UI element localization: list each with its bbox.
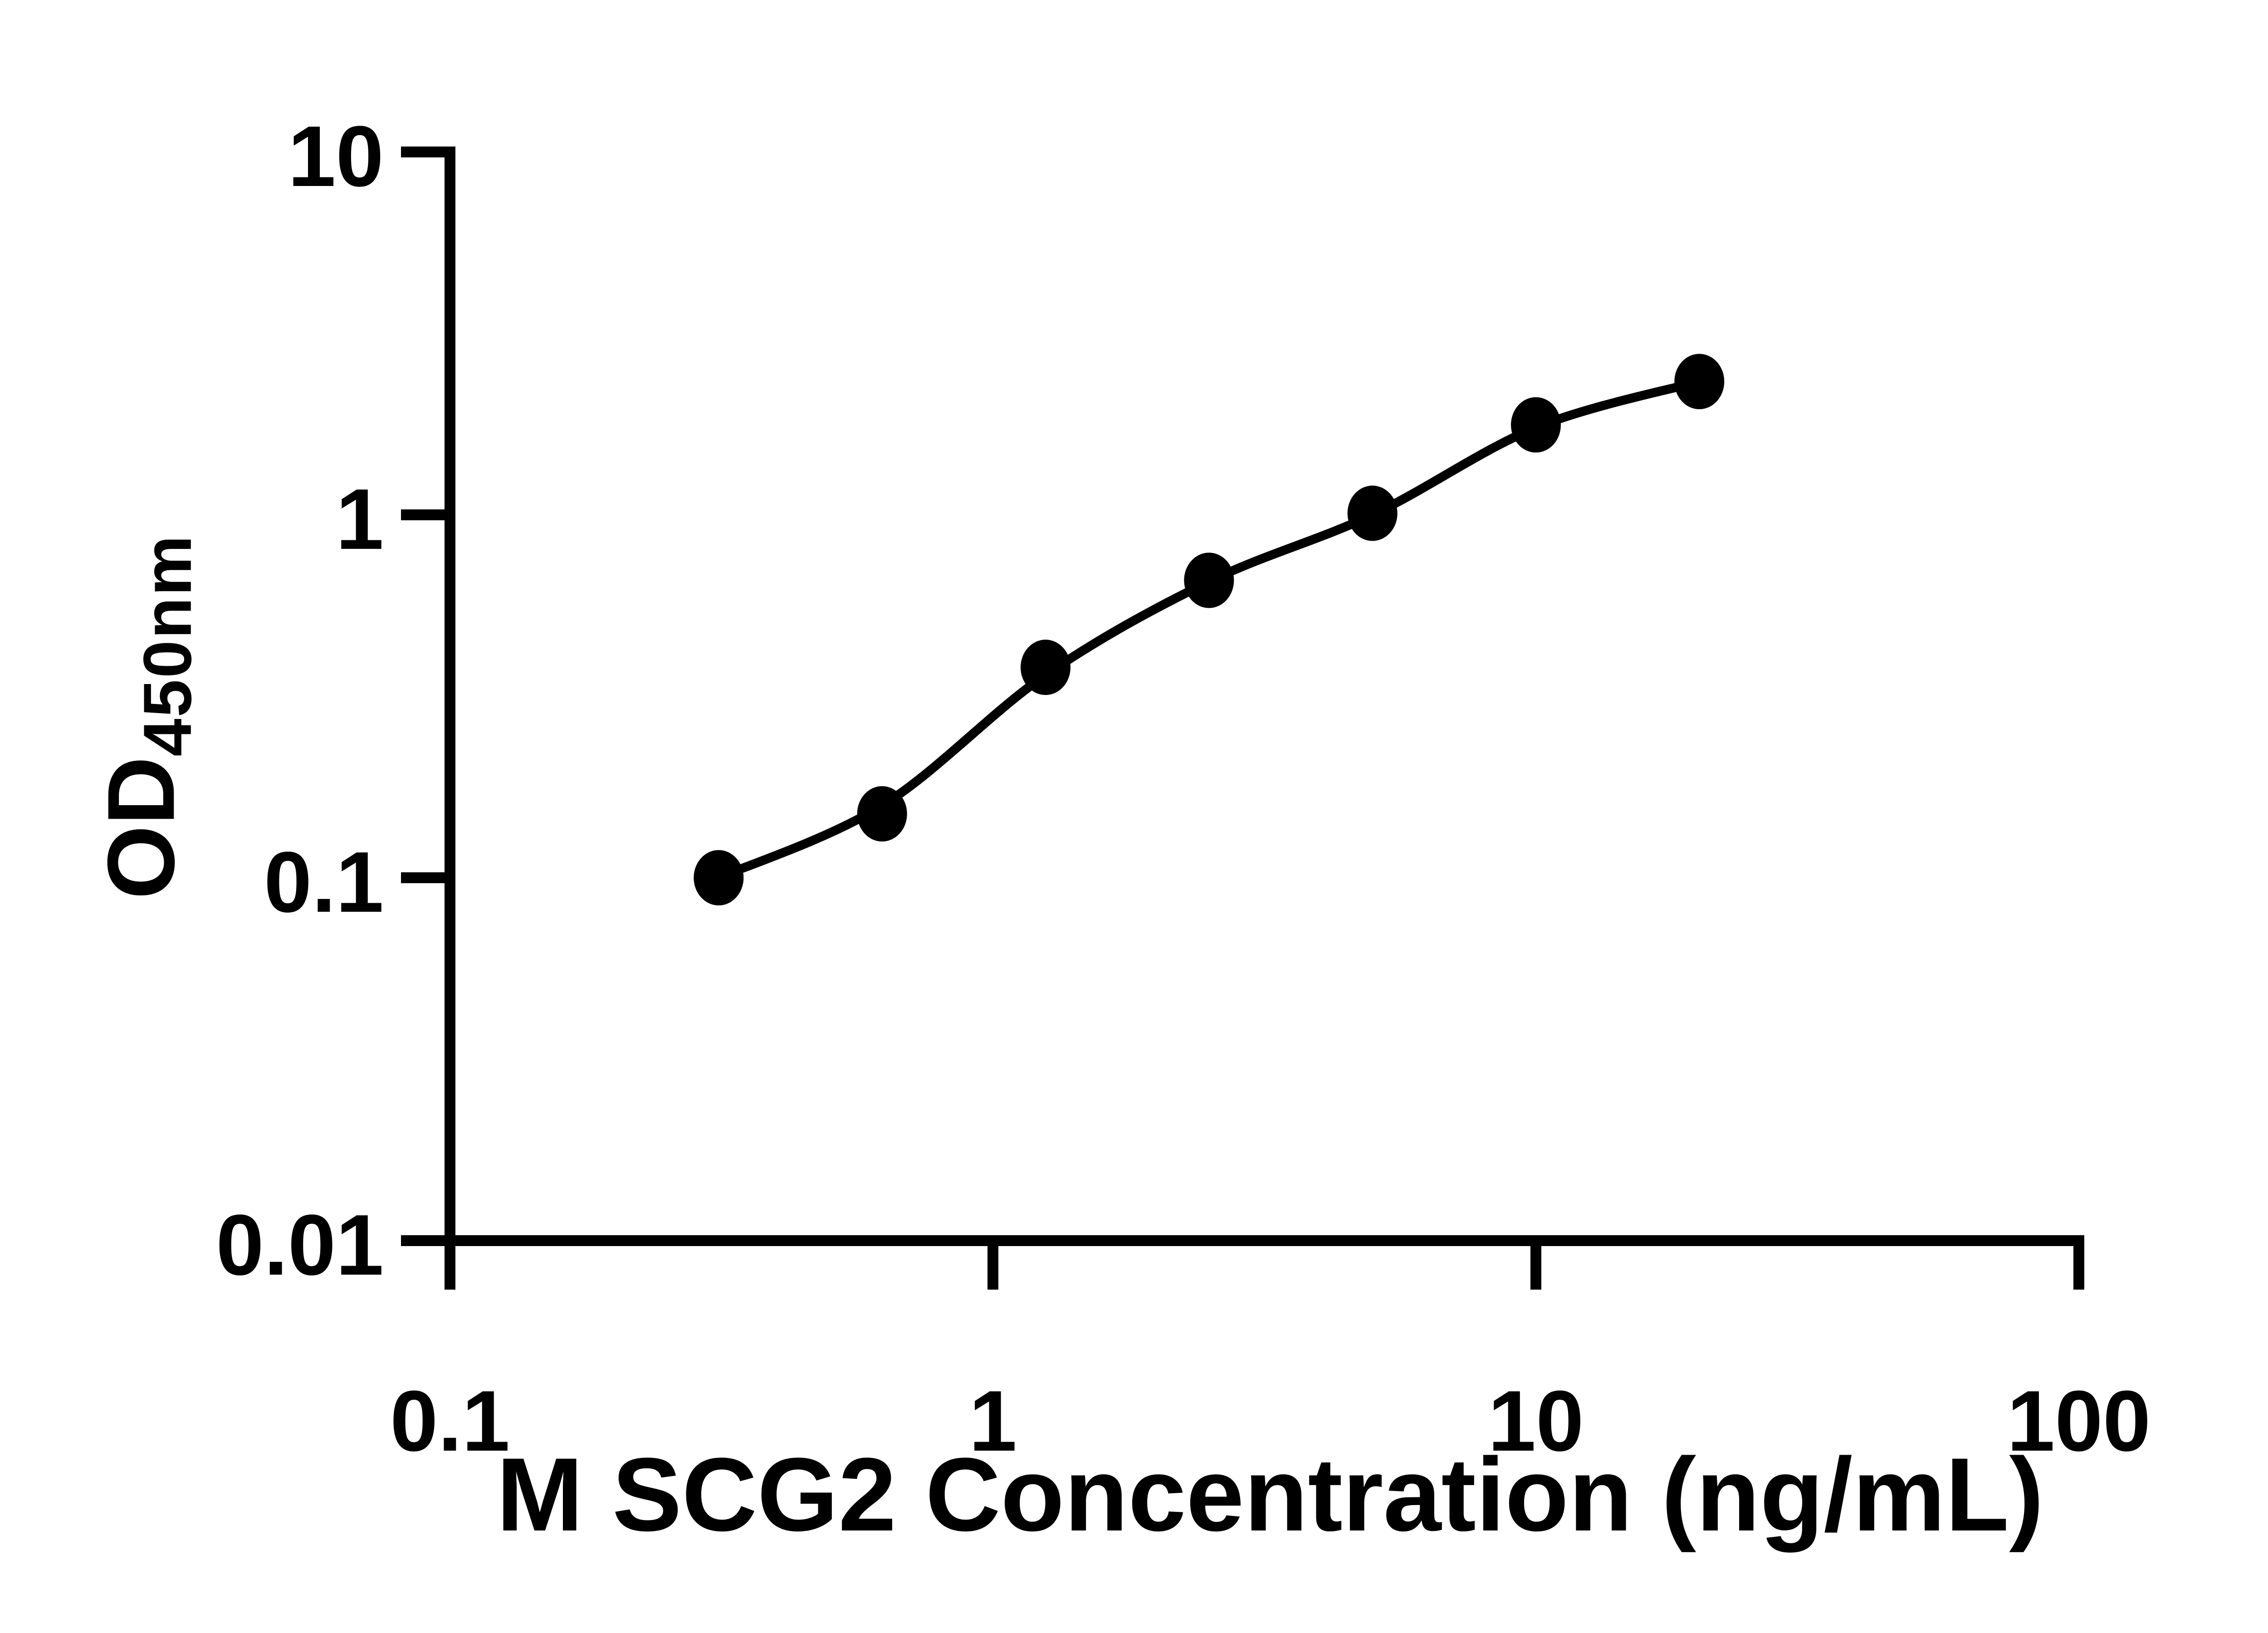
- y-tick-label: 0.01: [216, 1197, 384, 1293]
- x-tick-label: 1: [969, 1373, 1017, 1469]
- data-point-marker: [1674, 354, 1725, 410]
- data-point-marker: [1021, 640, 1071, 695]
- data-point-marker: [1347, 485, 1398, 541]
- y-tick-label: 10: [288, 108, 384, 205]
- y-tick-label: 0.1: [264, 834, 384, 930]
- x-tick-label: 10: [1488, 1373, 1584, 1469]
- x-tick-label: 0.1: [390, 1373, 510, 1469]
- x-axis-title: M SCG2 Concentration (ng/mL): [496, 1436, 2044, 1553]
- data-point-marker: [1511, 397, 1561, 453]
- data-point-marker: [857, 786, 907, 842]
- y-axis-title-main: OD: [88, 756, 195, 900]
- data-point-marker: [694, 850, 744, 905]
- data-point-marker: [1184, 552, 1234, 608]
- x-tick-label: 100: [2007, 1373, 2151, 1469]
- y-tick-label: 1: [336, 471, 384, 567]
- y-axis-title: OD450nm: [88, 534, 205, 899]
- y-axis-title-subscript: 450nm: [129, 534, 205, 757]
